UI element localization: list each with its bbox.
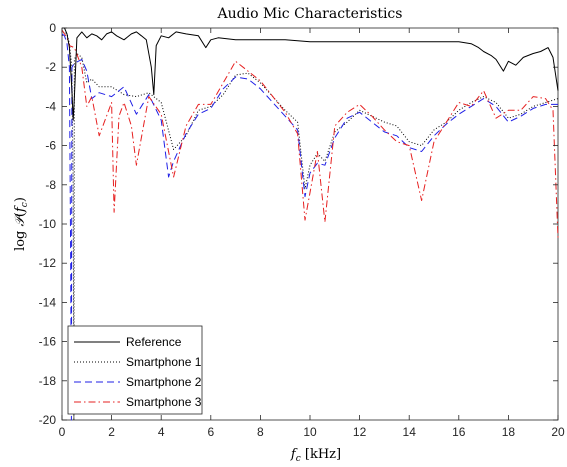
y-tick-label: -10: [39, 217, 57, 231]
x-tick-label: 12: [353, 425, 367, 439]
series-line-smartphone-1: [61, 31, 559, 421]
series-line-smartphone-2: [61, 33, 558, 421]
y-tick-label: 0: [49, 21, 56, 35]
y-tick-label: -20: [39, 413, 57, 427]
x-tick-label: 0: [59, 425, 66, 439]
series-line-reference: [62, 27, 559, 121]
x-tick-label: 6: [207, 425, 214, 439]
series-line-smartphone-3: [61, 29, 559, 238]
y-tick-label: -18: [39, 374, 57, 388]
legend-label: Reference: [126, 335, 182, 349]
x-axis-ticks: 0 2 4 6 8 10 12 14 16 18 20: [59, 28, 565, 439]
x-axis-label: fc [kHz]: [290, 447, 341, 464]
x-tick-label: 8: [257, 425, 264, 439]
y-tick-label: -4: [45, 99, 56, 113]
legend-label: Smartphone 1: [126, 355, 202, 369]
x-tick-label: 20: [551, 425, 565, 439]
y-tick-label: -2: [45, 60, 56, 74]
series-group: [61, 27, 559, 421]
legend-label: Smartphone 2: [126, 375, 202, 389]
x-tick-label: 4: [158, 425, 165, 439]
y-tick-label: -14: [39, 295, 57, 309]
y-tick-label: -6: [45, 139, 56, 153]
legend-label: Smartphone 3: [126, 395, 202, 409]
y-axis-label: log 𝒫(fc): [13, 197, 30, 251]
y-tick-label: -8: [45, 178, 56, 192]
x-tick-label: 14: [403, 425, 417, 439]
legend: Reference Smartphone 1 Smartphone 2 Smartph…: [67, 325, 203, 415]
y-tick-label: -16: [39, 335, 57, 349]
y-axis-ticks: -20-18-16-14-12-10-8-6-4-20: [39, 21, 558, 427]
x-tick-label: 18: [502, 425, 516, 439]
y-tick-label: -12: [39, 256, 57, 270]
legend-box: [67, 325, 203, 415]
x-tick-label: 10: [303, 425, 317, 439]
chart-title: Audio Mic Characteristics: [217, 6, 403, 22]
x-tick-label: 2: [108, 425, 115, 439]
x-tick-label: 16: [452, 425, 466, 439]
